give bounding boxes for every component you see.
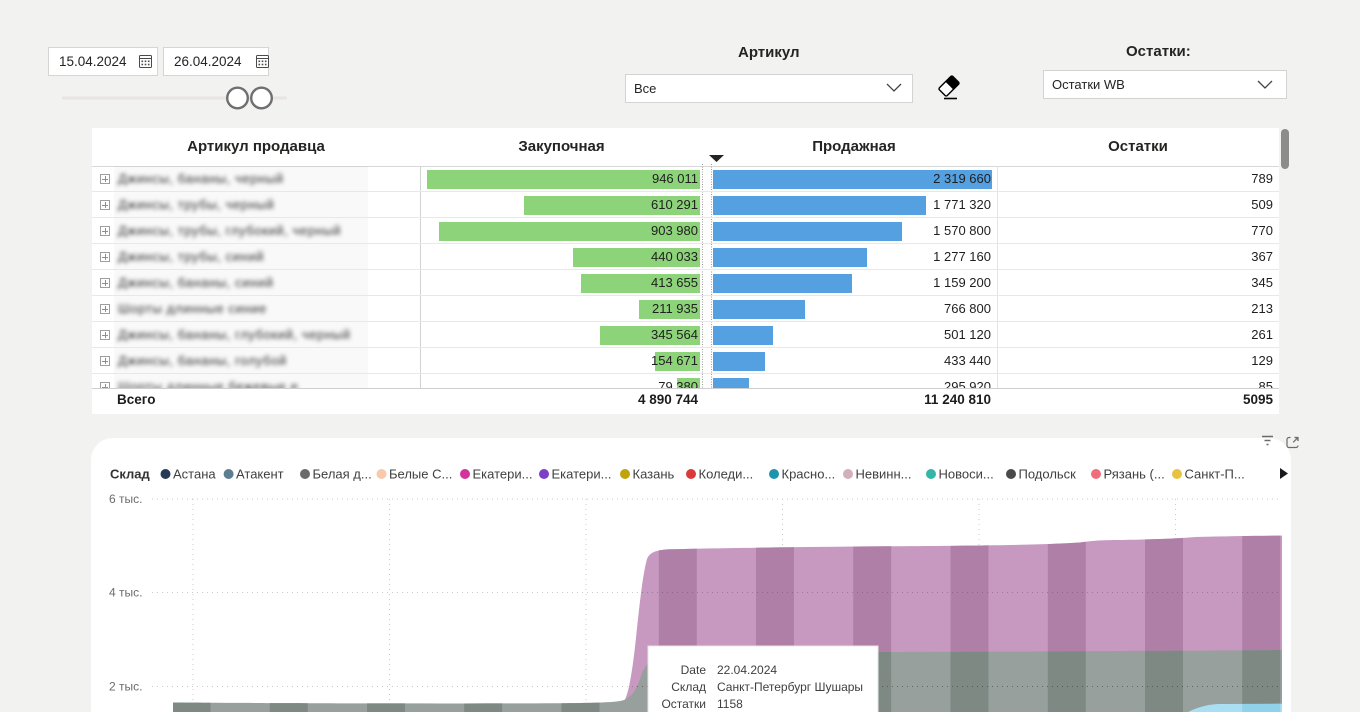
svg-text:Санкт-П...: Санкт-П... [1185,467,1245,482]
svg-text:Склад: Склад [671,680,706,694]
svg-text:Екатери...: Екатери... [473,467,533,482]
svg-text:Казань: Казань [633,467,675,482]
svg-text:Атакент: Атакент [236,467,284,482]
svg-text:Рязань (...: Рязань (... [1104,467,1165,482]
svg-text:Подольск: Подольск [1019,467,1077,482]
svg-text:Склад: Склад [110,467,151,482]
svg-text:4 тыс.: 4 тыс. [109,586,142,600]
svg-text:Date: Date [681,663,707,677]
svg-text:Белые С...: Белые С... [389,467,452,482]
svg-text:1158: 1158 [717,697,743,711]
svg-text:Белая д...: Белая д... [313,467,372,482]
svg-text:Санкт-Петербург Шушары: Санкт-Петербург Шушары [717,680,863,694]
svg-text:Невинн...: Невинн... [856,467,912,482]
svg-text:Новоси...: Новоси... [939,467,994,482]
svg-text:22.04.2024: 22.04.2024 [717,663,777,677]
svg-text:Астана: Астана [173,467,216,482]
svg-text:2 тыс.: 2 тыс. [109,680,142,694]
svg-text:Красно...: Красно... [782,467,836,482]
svg-text:Остатки: Остатки [661,697,706,711]
svg-text:Екатери...: Екатери... [552,467,612,482]
svg-text:6 тыс.: 6 тыс. [109,492,142,506]
svg-text:Коледи...: Коледи... [699,467,754,482]
